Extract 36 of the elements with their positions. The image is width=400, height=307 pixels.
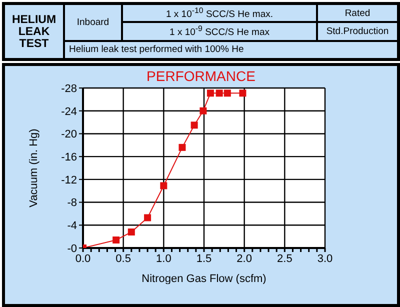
- y-tick-label: -0: [67, 242, 77, 255]
- x-tick-label: 0.0: [75, 252, 91, 265]
- text: 1 x 10$^{-9}$ SCC/S He max: [170, 24, 270, 39]
- x-tick-label: 1.0: [156, 252, 172, 265]
- text: Std.Production: [326, 26, 389, 37]
- point: [144, 214, 152, 222]
- x-tick-label: 1.5: [196, 252, 212, 265]
- y-tick-label: -28: [61, 82, 77, 95]
- point: [190, 122, 198, 129]
- chart-title: PERFORMANCE: [146, 68, 256, 84]
- y-tick-label: -20: [61, 128, 77, 141]
- x-tick-label: 2.0: [236, 252, 252, 265]
- point: [216, 90, 223, 97]
- text: Inboard: [76, 16, 110, 28]
- y-tick-label: -16: [61, 151, 77, 164]
- point: [239, 90, 246, 97]
- text: HELIUM LEAK TEST: [10, 14, 58, 50]
- text: Rated: [344, 8, 370, 19]
- y-tick-label: -12: [61, 174, 77, 186]
- point: [112, 236, 120, 244]
- x-tick-label: 3.0: [317, 252, 333, 265]
- point: [200, 107, 207, 114]
- point: [128, 228, 135, 236]
- x-tick-label: 2.5: [277, 252, 292, 265]
- text: Helium leak test performed with 100% He: [69, 44, 244, 56]
- x-tick-label: 0.5: [116, 252, 131, 265]
- text: 1 x 10$^{-10}$ SCC/S He max.: [166, 6, 273, 20]
- point: [224, 90, 231, 97]
- x-axis-title: Nitrogen Gas Flow (scfm): [142, 273, 266, 285]
- y-tick-label: -4: [67, 220, 77, 232]
- point: [206, 90, 214, 97]
- y-tick-label: -8: [67, 197, 77, 210]
- y-tick-label: -24: [61, 106, 77, 118]
- point: [160, 182, 168, 190]
- point: [178, 144, 186, 151]
- y-axis-title: Vacuum (in. Hg): [28, 128, 40, 208]
